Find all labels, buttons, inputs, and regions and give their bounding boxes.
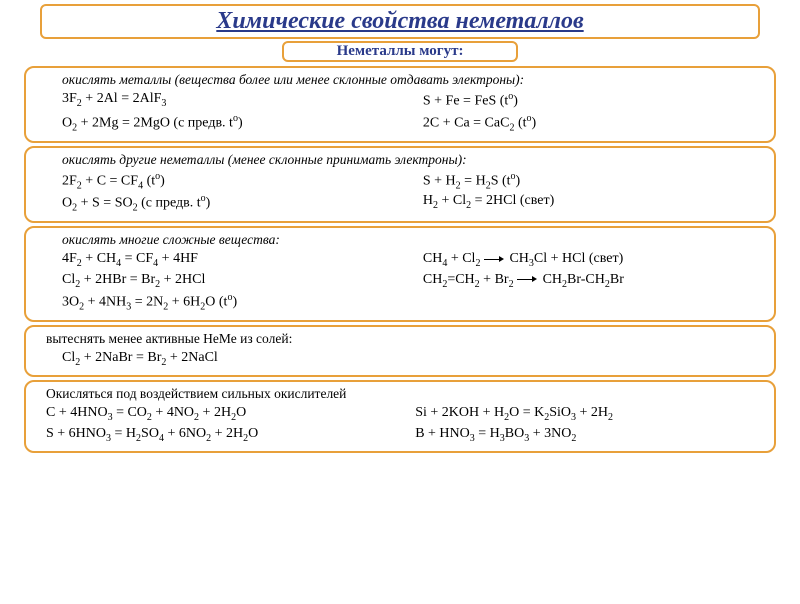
section-oxidize-nonmetals: окислять другие неметаллы (менее склонны… (24, 146, 776, 224)
subtitle: Неметаллы могут: (337, 43, 464, 59)
section-heading: окислять металлы (вещества более или мен… (62, 72, 756, 88)
equation: H2 + Cl2 = 2HCl (свет) (423, 192, 756, 215)
section-heading: окислять многие сложные вещества: (62, 232, 756, 248)
section-heading: окислять другие неметаллы (менее склонны… (62, 152, 756, 168)
equation: O2 + S = SO2 (с предв. to) (62, 192, 423, 215)
section-be-oxidized: Окисляться под воздействием сильных окис… (24, 380, 776, 453)
equation: 4F2 + CH4 = CF4 + 4HF (62, 250, 423, 270)
equation: S + 6HNO3 = H2SO4 + 6NO2 + 2H2O (46, 425, 415, 445)
section-oxidize-complex: окислять многие сложные вещества: 4F2 + … (24, 226, 776, 322)
equation: Cl2 + 2NaBr = Br2 + 2NaCl (46, 349, 772, 369)
equation: C + 4HNO3 = CO2 + 4NO2 + 2H2O (46, 404, 415, 424)
subtitle-box: Неметаллы могут: (282, 41, 518, 62)
section-heading: Окисляться под воздействием сильных окис… (46, 386, 756, 402)
equation: 2F2 + C = CF4 (to) (62, 170, 423, 193)
equation: S + Fe = FeS (to) (423, 90, 756, 112)
equation: O2 + 2Mg = 2MgO (с предв. to) (62, 112, 423, 135)
equation: S + H2 = H2S (to) (423, 170, 756, 193)
page-title-box: Химические свойства неметаллов (40, 4, 760, 39)
equation: 3O2 + 4NH3 = 2N2 + 6H2O (to) (62, 291, 756, 314)
page-title: Химические свойства неметаллов (50, 8, 750, 35)
equation: CH2=CH2 + Br2 CH2Br-CH2Br (423, 271, 756, 291)
equation: CH4 + Cl2 CH3Cl + HCl (свет) (423, 250, 756, 270)
section-displace-salts: вытеснять менее активные НеМе из солей: … (24, 325, 776, 377)
section-heading: вытеснять менее активные НеМе из солей: (46, 331, 756, 347)
section-oxidize-metals: окислять металлы (вещества более или мен… (24, 66, 776, 143)
equation: B + HNO3 = H3BO3 + 3NO2 (415, 425, 756, 445)
equation: Si + 2KOH + H2O = K2SiO3 + 2H2 (415, 404, 756, 424)
equation: Cl2 + 2HBr = Br2 + 2HCl (62, 271, 423, 291)
equation: 2C + Ca = CaC2 (to) (423, 112, 756, 135)
equation: 3F2 + 2Al = 2AlF3 (62, 90, 423, 112)
